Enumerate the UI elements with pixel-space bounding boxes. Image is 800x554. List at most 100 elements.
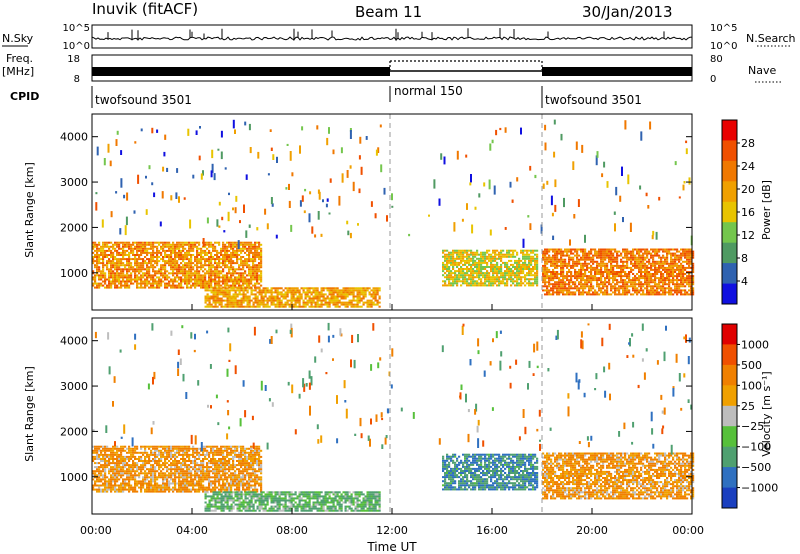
scatter-cell — [217, 148, 220, 151]
data-cell — [376, 293, 379, 296]
data-cell — [554, 291, 557, 294]
data-cell — [476, 257, 479, 260]
data-cell — [94, 280, 97, 283]
data-cell — [178, 254, 181, 256]
data-cell — [324, 297, 327, 300]
data-cell — [194, 284, 197, 287]
data-cell — [106, 455, 109, 458]
data-cell — [640, 281, 643, 284]
scatter-cell — [349, 165, 352, 169]
data-cell — [198, 251, 201, 254]
data-cell — [130, 247, 133, 250]
data-cell — [610, 289, 613, 292]
data-cell — [640, 287, 643, 290]
data-cell — [572, 266, 575, 269]
data-cell — [574, 248, 577, 251]
data-cell — [138, 486, 141, 489]
data-cell — [626, 252, 629, 255]
data-cell — [98, 258, 101, 261]
data-cell — [452, 266, 455, 268]
data-cell — [332, 303, 335, 306]
scatter-cell — [133, 210, 136, 214]
data-cell — [680, 252, 683, 255]
data-cell — [668, 283, 671, 286]
scatter-cell — [326, 198, 329, 202]
data-cell — [190, 256, 193, 258]
data-cell — [552, 268, 555, 271]
data-cell — [310, 305, 313, 308]
data-cell — [134, 474, 137, 477]
data-cell — [368, 287, 371, 290]
data-cell — [104, 264, 107, 267]
data-cell — [524, 257, 527, 260]
data-cell — [458, 263, 461, 266]
data-cell — [602, 285, 605, 288]
data-cell — [96, 453, 99, 456]
data-cell — [130, 478, 133, 481]
data-cell — [668, 287, 671, 290]
data-cell — [184, 251, 187, 254]
data-cell — [598, 273, 601, 275]
data-cell — [652, 287, 655, 290]
data-cell — [556, 252, 559, 255]
data-cell — [594, 260, 597, 263]
data-cell — [194, 245, 197, 248]
data-cell — [600, 258, 603, 261]
data-cell — [338, 293, 341, 296]
data-cell — [448, 261, 451, 264]
data-cell — [122, 474, 125, 477]
data-cell — [602, 248, 605, 251]
data-cell — [452, 253, 455, 256]
scatter-cell — [187, 128, 190, 136]
data-cell — [222, 286, 225, 289]
data-cell — [490, 282, 493, 285]
data-cell — [120, 470, 123, 473]
data-cell — [524, 280, 527, 283]
data-cell — [616, 287, 619, 290]
data-cell — [208, 305, 211, 308]
data-cell — [206, 289, 209, 292]
data-cell — [456, 261, 459, 264]
data-cell — [368, 291, 371, 294]
data-cell — [140, 490, 143, 493]
data-cell — [108, 241, 111, 244]
data-cell — [644, 275, 647, 278]
data-cell — [334, 305, 337, 308]
data-cell — [108, 247, 111, 250]
data-cell — [174, 247, 177, 250]
data-cell — [128, 455, 131, 458]
scatter-cell — [453, 222, 456, 232]
data-cell — [100, 274, 103, 277]
data-cell — [226, 282, 229, 285]
data-cell — [230, 289, 233, 292]
data-cell — [642, 260, 645, 263]
data-cell — [590, 279, 593, 282]
data-cell — [684, 293, 687, 296]
data-cell — [96, 449, 99, 452]
data-cell — [216, 241, 219, 244]
data-cell — [362, 295, 365, 298]
data-cell — [498, 268, 501, 270]
data-cell — [234, 262, 237, 265]
data-cell — [226, 249, 229, 252]
data-cell — [178, 245, 181, 248]
data-cell — [652, 268, 655, 271]
data-cell — [658, 250, 661, 253]
data-cell — [670, 287, 673, 290]
data-cell — [486, 272, 489, 275]
data-cell — [652, 254, 655, 257]
data-cell — [556, 281, 559, 284]
data-cell — [536, 274, 539, 277]
data-cell — [600, 262, 603, 265]
data-cell — [172, 272, 175, 275]
data-cell — [644, 281, 647, 284]
data-cell — [566, 250, 569, 253]
data-cell — [460, 257, 463, 260]
data-cell — [98, 480, 101, 483]
data-cell — [516, 272, 519, 275]
data-cell — [140, 455, 143, 458]
data-cell — [138, 474, 141, 477]
data-cell — [526, 263, 529, 266]
data-cell — [454, 270, 457, 273]
data-cell — [216, 264, 219, 267]
